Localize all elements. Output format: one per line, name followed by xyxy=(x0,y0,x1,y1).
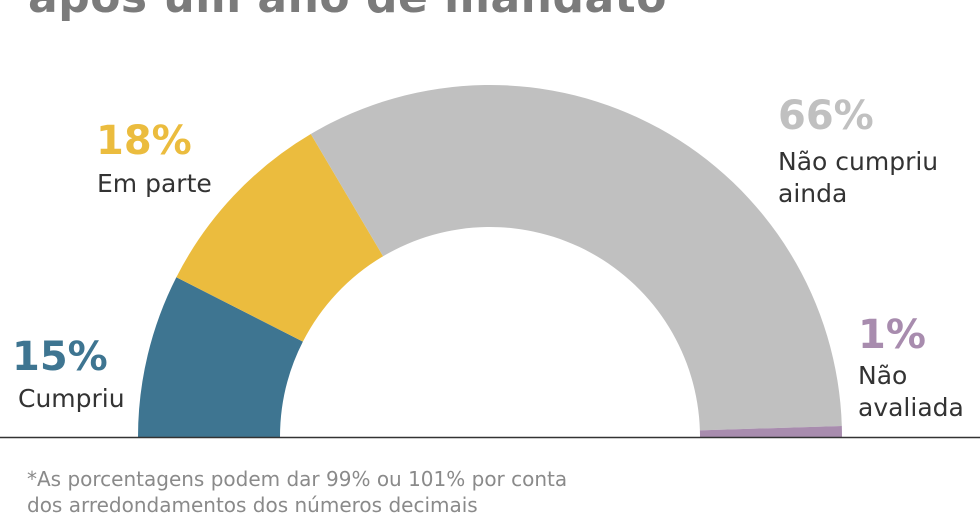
footnote-line-1: *As porcentagens podem dar 99% ou 101% p… xyxy=(27,467,568,491)
pct-label-cumpriu: 15% xyxy=(12,334,108,380)
label-nao-avaliada: Não avaliada xyxy=(858,361,964,422)
footnote-line-2: dos arredondamentos dos números decimais xyxy=(27,493,478,517)
slice-não-cumpriu-ainda xyxy=(310,85,842,431)
label-cumpriu: Cumpriu xyxy=(18,384,125,413)
label-nao-cumpriu: Não cumpriu ainda xyxy=(778,147,939,208)
pct-label-nao-avaliada: 1% xyxy=(858,312,926,358)
pct-label-nao-cumpriu: 66% xyxy=(778,93,874,139)
slice-não-avaliada xyxy=(699,425,842,437)
pct-label-em-parte: 18% xyxy=(96,118,192,164)
semi-donut-chart xyxy=(0,85,980,439)
footnote: *As porcentagens podem dar 99% ou 101% p… xyxy=(27,466,567,518)
slice-cumpriu xyxy=(138,277,303,437)
chart-title: após um ano de mandato xyxy=(28,0,667,23)
label-em-parte: Em parte xyxy=(97,169,212,198)
slice-em-parte xyxy=(176,134,384,342)
